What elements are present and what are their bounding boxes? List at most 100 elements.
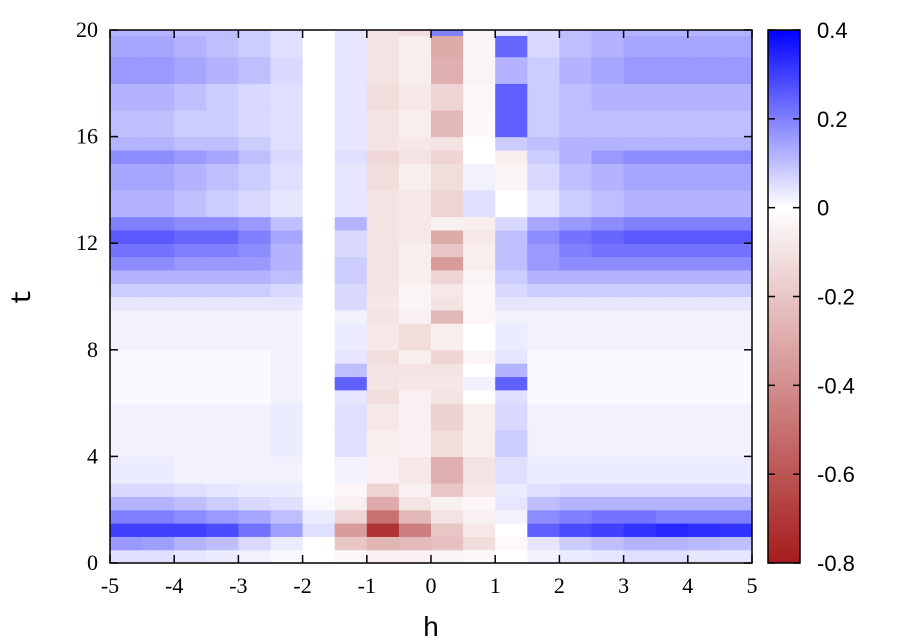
heatmap-cell <box>687 35 721 58</box>
heatmap-cell <box>527 523 560 537</box>
heatmap-cell <box>238 243 272 258</box>
heatmap-cell <box>687 256 721 271</box>
heatmap-cell <box>238 523 272 537</box>
heatmap-cell <box>431 269 464 284</box>
heatmap-cell <box>463 349 496 364</box>
heatmap-cell <box>655 229 689 244</box>
heatmap-cell <box>238 283 272 298</box>
heatmap-cell <box>302 56 336 84</box>
heatmap-cell <box>334 349 368 364</box>
heatmap-cell <box>366 296 400 311</box>
heatmap-cell <box>174 56 207 84</box>
heatmap-cell <box>495 35 528 58</box>
heatmap-cell <box>687 429 721 457</box>
heatmap-cell <box>719 483 753 497</box>
heatmap-cell <box>431 323 464 351</box>
heatmap-cell <box>206 349 239 364</box>
heatmap-cell <box>366 429 400 457</box>
heatmap-cell <box>527 136 560 151</box>
heatmap-cell <box>687 496 721 511</box>
colorbar-tick-label: -0.6 <box>817 462 855 487</box>
heatmap-cell <box>206 30 239 36</box>
heatmap-cell <box>206 309 239 324</box>
heatmap-cell <box>431 149 464 164</box>
heatmap-cell <box>431 496 464 511</box>
heatmap-cell <box>334 389 368 404</box>
heatmap-cell <box>270 269 304 284</box>
heatmap-cell <box>463 243 496 258</box>
heatmap-cell <box>142 389 175 404</box>
heatmap-cell <box>366 56 400 84</box>
heatmap-cell <box>463 269 496 284</box>
heatmap-cell <box>687 30 721 36</box>
heatmap-cell <box>591 376 625 391</box>
colorbar-axis: 0.4 0.2 0 -0.2 -0.4 -0.6 -0.8 <box>768 18 855 576</box>
heatmap-cell <box>334 229 368 244</box>
heatmap-cell <box>431 189 464 218</box>
heatmap-cell <box>110 363 143 378</box>
heatmap-cell <box>527 269 560 284</box>
heatmap-cell <box>366 243 400 258</box>
heatmap-cell <box>302 389 336 404</box>
heatmap-cell <box>302 536 336 551</box>
heatmap-cell <box>655 269 689 284</box>
heatmap-cell <box>110 483 143 497</box>
heatmap-cell <box>238 30 272 36</box>
heatmap-cell <box>463 496 496 511</box>
heatmap-cell <box>591 523 625 537</box>
heatmap-cell <box>559 496 593 511</box>
heatmap-cell <box>623 389 657 404</box>
heatmap-cell <box>527 35 560 58</box>
heatmap-cell <box>302 216 336 231</box>
heatmap-cell <box>334 296 368 311</box>
heatmap-cell <box>687 349 721 364</box>
heatmap-cell <box>238 429 272 457</box>
heatmap-cell <box>334 283 368 298</box>
heatmap-cell <box>431 30 464 36</box>
heatmap-cell <box>238 296 272 311</box>
heatmap-cell <box>495 549 528 564</box>
heatmap-cell <box>559 149 593 164</box>
heatmap-cell <box>719 389 753 404</box>
heatmap-cell <box>110 429 143 457</box>
heatmap-cell <box>559 216 593 231</box>
heatmap-cell <box>623 456 657 484</box>
heatmap-cell <box>366 256 400 271</box>
heatmap-cell <box>655 56 689 84</box>
heatmap-cell <box>174 216 207 231</box>
heatmap-cell <box>270 389 304 404</box>
heatmap-cell <box>110 256 143 271</box>
heatmap-cell <box>687 403 721 431</box>
heatmap-cell <box>206 363 239 378</box>
heatmap-cell <box>238 376 272 391</box>
heatmap-cell <box>398 229 432 244</box>
heatmap-cell <box>591 56 625 84</box>
heatmap-cell <box>623 496 657 511</box>
heatmap-cell <box>623 309 657 324</box>
heatmap-cell <box>495 389 528 404</box>
heatmap-cell <box>527 496 560 511</box>
heatmap-cell <box>431 83 464 111</box>
heatmap-cell <box>366 323 400 351</box>
heatmap-cell <box>623 216 657 231</box>
heatmap-cell <box>110 109 143 138</box>
heatmap-cell <box>719 56 753 84</box>
heatmap-cell <box>431 523 464 537</box>
heatmap-cell <box>206 523 239 537</box>
x-tick-label: 0 <box>426 573 437 598</box>
heatmap-cell <box>142 429 175 457</box>
heatmap-cell <box>463 429 496 457</box>
heatmap-cell <box>302 136 336 151</box>
heatmap-cell <box>334 496 368 511</box>
heatmap-cell <box>366 536 400 551</box>
heatmap-cell <box>687 229 721 244</box>
heatmap-cell <box>687 243 721 258</box>
heatmap-cell <box>302 269 336 284</box>
heatmap-cell <box>142 509 175 524</box>
heatmap-cell <box>463 389 496 404</box>
heatmap-cell <box>366 523 400 537</box>
heatmap-cell <box>687 189 721 218</box>
heatmap-cell <box>431 429 464 457</box>
heatmap-cell <box>398 189 432 218</box>
heatmap-cell <box>559 35 593 58</box>
